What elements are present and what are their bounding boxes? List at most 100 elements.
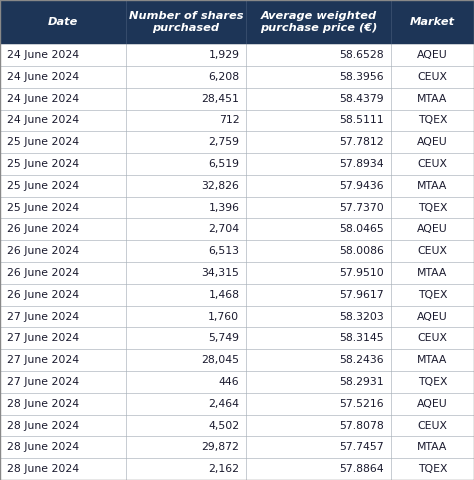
Text: 57.7457: 57.7457 — [339, 442, 384, 452]
Text: MTAA: MTAA — [417, 442, 448, 452]
Bar — [0, 436, 474, 458]
Bar — [0, 458, 474, 480]
Text: 58.3956: 58.3956 — [339, 72, 384, 82]
Text: 27 June 2024: 27 June 2024 — [7, 333, 79, 343]
Text: Average weighted
purchase price (€): Average weighted purchase price (€) — [260, 11, 377, 33]
Text: 24 June 2024: 24 June 2024 — [7, 50, 79, 60]
Text: 2,464: 2,464 — [209, 399, 239, 409]
Bar — [0, 0, 474, 44]
Bar — [0, 109, 474, 132]
Text: TQEX: TQEX — [418, 377, 447, 387]
Text: 28,451: 28,451 — [201, 94, 239, 104]
Text: 57.5216: 57.5216 — [339, 399, 384, 409]
Text: 28 June 2024: 28 June 2024 — [7, 442, 79, 452]
Bar — [0, 66, 474, 88]
Text: 24 June 2024: 24 June 2024 — [7, 94, 79, 104]
Text: Number of shares
purchased: Number of shares purchased — [129, 11, 243, 33]
Text: MTAA: MTAA — [417, 355, 448, 365]
Text: 58.2436: 58.2436 — [339, 355, 384, 365]
Text: 57.9436: 57.9436 — [339, 181, 384, 191]
Bar — [0, 262, 474, 284]
Bar — [0, 218, 474, 240]
Text: 27 June 2024: 27 June 2024 — [7, 377, 79, 387]
Text: 1,468: 1,468 — [209, 290, 239, 300]
Bar — [0, 197, 474, 218]
Text: 57.8078: 57.8078 — [339, 420, 384, 431]
Text: 28 June 2024: 28 June 2024 — [7, 464, 79, 474]
Text: CEUX: CEUX — [418, 420, 447, 431]
Text: 28 June 2024: 28 June 2024 — [7, 420, 79, 431]
Text: 57.9510: 57.9510 — [339, 268, 384, 278]
Text: 26 June 2024: 26 June 2024 — [7, 224, 79, 234]
Text: MTAA: MTAA — [417, 181, 448, 191]
Text: 57.8934: 57.8934 — [339, 159, 384, 169]
Text: 57.8864: 57.8864 — [339, 464, 384, 474]
Text: MTAA: MTAA — [417, 268, 448, 278]
Text: 6,519: 6,519 — [209, 159, 239, 169]
Text: 27 June 2024: 27 June 2024 — [7, 312, 79, 322]
Text: 58.0465: 58.0465 — [339, 224, 384, 234]
Text: 24 June 2024: 24 June 2024 — [7, 115, 79, 125]
Text: CEUX: CEUX — [418, 333, 447, 343]
Text: 1,760: 1,760 — [208, 312, 239, 322]
Text: 26 June 2024: 26 June 2024 — [7, 268, 79, 278]
Text: 58.2931: 58.2931 — [339, 377, 384, 387]
Text: TQEX: TQEX — [418, 203, 447, 213]
Text: 2,704: 2,704 — [208, 224, 239, 234]
Text: 6,208: 6,208 — [208, 72, 239, 82]
Text: CEUX: CEUX — [418, 159, 447, 169]
Text: Date: Date — [47, 17, 78, 27]
Text: 58.3145: 58.3145 — [339, 333, 384, 343]
Bar — [0, 44, 474, 66]
Text: 32,826: 32,826 — [201, 181, 239, 191]
Text: 4,502: 4,502 — [208, 420, 239, 431]
Bar — [0, 284, 474, 306]
Text: 2,162: 2,162 — [209, 464, 239, 474]
Text: 28 June 2024: 28 June 2024 — [7, 399, 79, 409]
Text: 5,749: 5,749 — [209, 333, 239, 343]
Text: AQEU: AQEU — [417, 399, 448, 409]
Bar — [0, 88, 474, 109]
Text: 6,513: 6,513 — [209, 246, 239, 256]
Text: 24 June 2024: 24 June 2024 — [7, 72, 79, 82]
Text: TQEX: TQEX — [418, 464, 447, 474]
Bar — [0, 240, 474, 262]
Text: TQEX: TQEX — [418, 290, 447, 300]
Text: 58.0086: 58.0086 — [339, 246, 384, 256]
Bar — [0, 306, 474, 327]
Text: 25 June 2024: 25 June 2024 — [7, 159, 79, 169]
Text: AQEU: AQEU — [417, 137, 448, 147]
Text: 446: 446 — [219, 377, 239, 387]
Text: 57.7370: 57.7370 — [339, 203, 384, 213]
Text: 58.3203: 58.3203 — [339, 312, 384, 322]
Text: 2,759: 2,759 — [209, 137, 239, 147]
Text: AQEU: AQEU — [417, 312, 448, 322]
Text: 57.7812: 57.7812 — [339, 137, 384, 147]
Text: 58.6528: 58.6528 — [339, 50, 384, 60]
Text: 28,045: 28,045 — [201, 355, 239, 365]
Bar — [0, 393, 474, 415]
Text: AQEU: AQEU — [417, 50, 448, 60]
Text: 1,396: 1,396 — [209, 203, 239, 213]
Text: 26 June 2024: 26 June 2024 — [7, 246, 79, 256]
Text: CEUX: CEUX — [418, 246, 447, 256]
Text: 34,315: 34,315 — [201, 268, 239, 278]
Bar — [0, 415, 474, 436]
Bar — [0, 371, 474, 393]
Text: 25 June 2024: 25 June 2024 — [7, 137, 79, 147]
Bar — [0, 153, 474, 175]
Text: 58.4379: 58.4379 — [339, 94, 384, 104]
Text: 27 June 2024: 27 June 2024 — [7, 355, 79, 365]
Text: 712: 712 — [219, 115, 239, 125]
Text: 57.9617: 57.9617 — [339, 290, 384, 300]
Text: 29,872: 29,872 — [201, 442, 239, 452]
Text: MTAA: MTAA — [417, 94, 448, 104]
Text: AQEU: AQEU — [417, 224, 448, 234]
Text: TQEX: TQEX — [418, 115, 447, 125]
Bar — [0, 175, 474, 197]
Bar — [0, 327, 474, 349]
Text: 25 June 2024: 25 June 2024 — [7, 181, 79, 191]
Bar — [0, 132, 474, 153]
Text: Market: Market — [410, 17, 455, 27]
Bar — [0, 349, 474, 371]
